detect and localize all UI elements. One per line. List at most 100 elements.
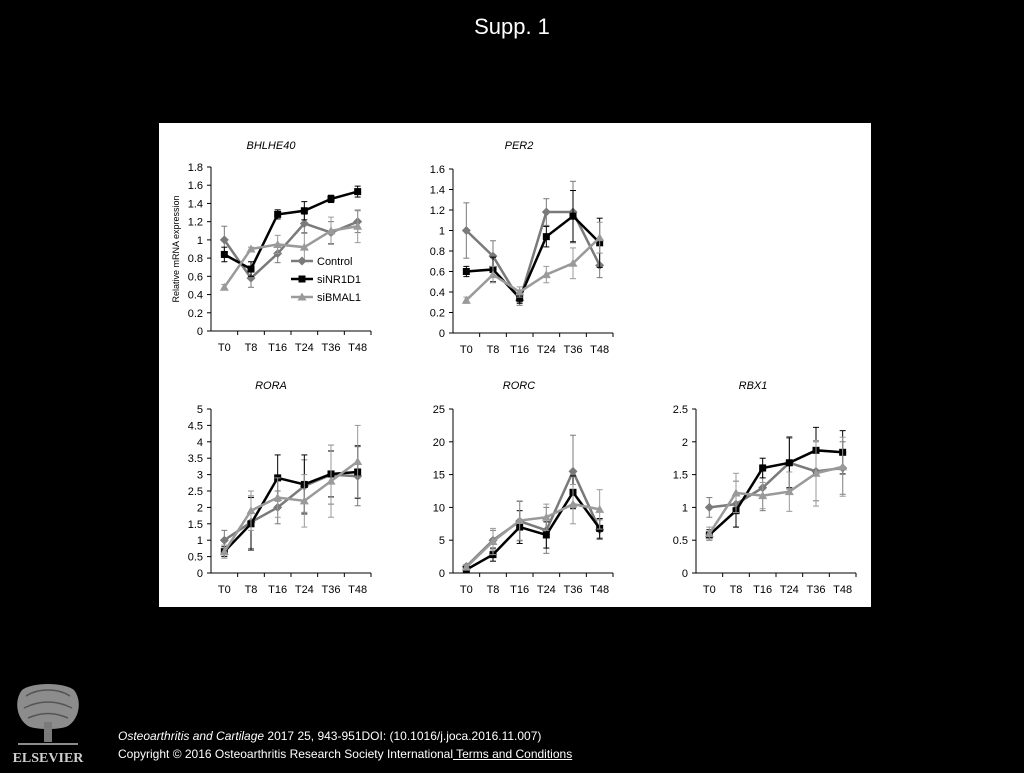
rbx1-y-tick-label: 0 — [682, 568, 688, 580]
rora-x-tick-label: T0 — [218, 584, 231, 596]
per2-sibmal1-point — [488, 270, 498, 279]
slide-title: Supp. 1 — [474, 14, 550, 39]
rorc-y-tick-label: 15 — [433, 470, 445, 482]
rorc-sibmal1-line — [465, 502, 600, 568]
bhlhe40-y-tick-label: 1.6 — [188, 180, 203, 192]
rbx1-sinr1d1-point — [759, 464, 767, 472]
bhlhe40-sibmal1-line — [223, 224, 358, 288]
rorc-y-tick-label: 10 — [433, 502, 445, 514]
rora-x-tick-label: T48 — [348, 584, 367, 596]
bhlhe40-sinr1d1-point — [300, 207, 308, 215]
bhlhe40-control-point — [219, 235, 229, 245]
rbx1-x-tick-label: T36 — [807, 584, 826, 596]
rbx1-sibmal1-point — [704, 529, 714, 538]
elsevier-logo: ELSEVIER — [8, 678, 88, 768]
rbx1-y-tick-label: 2 — [682, 437, 688, 449]
per2-x-tick-label: T8 — [487, 344, 500, 356]
rora-sibmal1-point — [353, 456, 363, 465]
rbx1-control-point — [704, 502, 714, 512]
rbx1-sibmal1-point — [731, 488, 741, 497]
rora-y-tick-label: 3 — [197, 470, 203, 482]
citation-journal: Osteoarthritis and Cartilage — [118, 729, 265, 743]
per2-x-tick-label: T48 — [590, 344, 609, 356]
citation: Osteoarthritis and Cartilage 2017 25, 94… — [118, 729, 541, 743]
per2-y-tick-label: 1.6 — [430, 164, 445, 176]
rora-y-tick-label: 5 — [197, 404, 203, 416]
rbx1-y-tick-label: 1 — [682, 502, 688, 514]
per2-y-tick-label: 0.2 — [430, 308, 445, 320]
legend-sibmal1-marker — [297, 292, 307, 301]
rbx1-sibmal1-point — [838, 462, 848, 471]
terms-link[interactable]: Terms and Conditions — [453, 747, 573, 761]
rbx1-y-tick-label: 0.5 — [673, 535, 688, 547]
per2-sibmal1-point — [568, 258, 578, 267]
bhlhe40-x-tick-label: T36 — [322, 342, 341, 354]
rorc-title: RORC — [503, 380, 535, 392]
rbx1-control-line — [709, 461, 843, 509]
rorc-x-tick-label: T0 — [460, 584, 473, 596]
rora-sibmal1-point — [246, 506, 256, 515]
per2-y-tick-label: 0.4 — [430, 287, 445, 299]
bhlhe40-sinr1d1-point — [274, 210, 282, 218]
per2-y-tick-label: 1.4 — [430, 185, 445, 197]
per2-control-point — [541, 207, 551, 217]
rora-control-point — [219, 535, 229, 545]
per2-sinr1d1-point — [462, 268, 470, 275]
rbx1-sibmal1-point — [784, 487, 794, 496]
rorc-sibmal1-point — [488, 537, 498, 546]
bhlhe40-y-axis-label: Relative mRNA expression — [171, 195, 181, 302]
rora-y-tick-label: 4.5 — [188, 420, 203, 432]
legend-sinr1d1-marker — [298, 275, 306, 283]
per2-y-tick-label: 0.6 — [430, 267, 445, 279]
copyright-text: Copyright © 2016 Osteoarthritis Research… — [118, 747, 454, 761]
per2-sibmal1-line — [465, 236, 601, 302]
rora-title: RORA — [255, 380, 287, 392]
rbx1-x-tick-label: T16 — [753, 584, 772, 596]
bhlhe40-x-tick-label: T24 — [295, 342, 314, 354]
rora-control-line — [223, 473, 358, 542]
bhlhe40-x-tick-label: T16 — [268, 342, 287, 354]
rorc-sibmal1-point — [515, 516, 525, 525]
per2-y-tick-label: 1 — [439, 226, 445, 238]
rbx1-sibmal1-point — [811, 468, 821, 477]
rbx1-sinr1d1-line — [708, 449, 843, 536]
rorc-sibmal1-point — [541, 512, 551, 521]
rbx1-y-tick-label: 1.5 — [673, 470, 688, 482]
rorc-control-point — [568, 466, 578, 476]
rorc-x-tick-label: T16 — [510, 584, 529, 596]
rbx1-x-tick-label: T48 — [833, 584, 852, 596]
rora-y-tick-label: 2.5 — [188, 486, 203, 498]
bhlhe40-y-tick-label: 0.2 — [188, 308, 203, 320]
rora-x-tick-label: T36 — [322, 584, 341, 596]
bhlhe40-y-tick-label: 0.4 — [188, 290, 203, 302]
rora-x-tick-label: T24 — [295, 584, 314, 596]
per2-y-tick-label: 0.8 — [430, 246, 445, 258]
bhlhe40-sibmal1-point — [246, 244, 256, 253]
rora-y-tick-label: 1 — [197, 535, 203, 547]
per2-y-tick-label: 0 — [439, 328, 445, 340]
rbx1-x-tick-label: T0 — [703, 584, 716, 596]
per2-sinr1d1-point — [542, 233, 550, 241]
rorc-x-tick-label: T48 — [590, 584, 609, 596]
per2-sibmal1-point — [461, 295, 471, 304]
rora-sibmal1-point — [273, 493, 283, 502]
bhlhe40-y-tick-label: 1.8 — [188, 162, 203, 174]
bhlhe40-sibmal1-point — [219, 282, 229, 291]
rorc-x-tick-label: T8 — [487, 584, 500, 596]
bhlhe40-sibmal1-point — [353, 221, 363, 230]
legend-control-marker — [297, 256, 307, 266]
rora-y-tick-label: 3.5 — [188, 453, 203, 465]
per2-sibmal1-point — [541, 270, 551, 279]
rbx1-sibmal1-line — [708, 465, 843, 535]
bhlhe40-x-tick-label: T48 — [348, 342, 367, 354]
per2-sinr1d1-point — [516, 294, 524, 302]
bhlhe40-y-tick-label: 0.8 — [188, 253, 203, 265]
per2-y-tick-label: 1.2 — [430, 205, 445, 217]
bhlhe40-sinr1d1-point — [247, 265, 255, 273]
bhlhe40-control-point — [299, 218, 309, 228]
legend-control-label: Control — [317, 256, 352, 268]
legend-sinr1d1-label: siNR1D1 — [317, 274, 361, 286]
rorc-x-tick-label: T24 — [537, 584, 556, 596]
legend-sibmal1-label: siBMAL1 — [317, 292, 361, 304]
rorc-y-tick-label: 5 — [439, 535, 445, 547]
